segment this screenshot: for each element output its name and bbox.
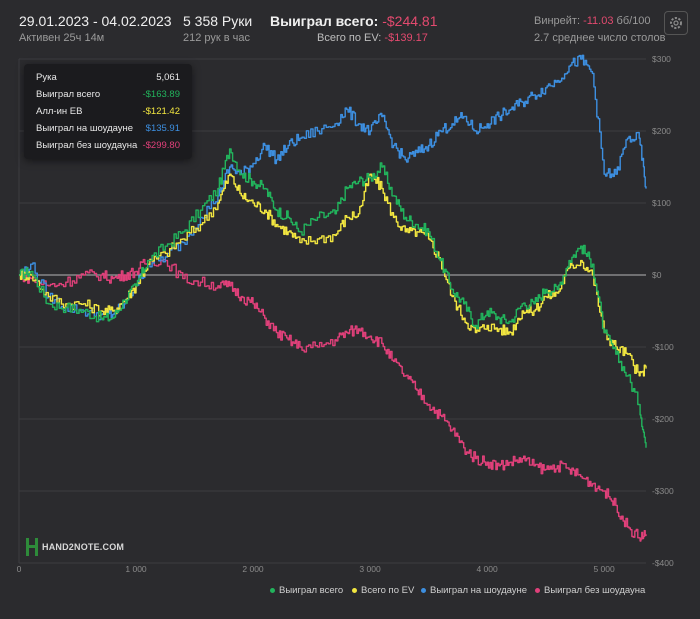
legend-label: Всего по EV (361, 585, 415, 596)
legend: Выиграл всего Всего по EV Выиграл на шоу… (0, 585, 700, 601)
legend-label: Выиграл всего (279, 585, 344, 596)
y-tick-label: -$100 (652, 342, 674, 352)
active-time: Активен 25ч 14м (19, 32, 105, 44)
legend-dot (352, 587, 357, 593)
y-tick-label: $300 (652, 54, 671, 64)
hands-count: 5 358 Руки (183, 13, 253, 29)
x-tick-label: 0 (17, 564, 22, 574)
series-line (19, 148, 647, 448)
settings-button[interactable] (664, 11, 688, 35)
y-tick-label: -$400 (652, 558, 674, 568)
x-tick-label: 2 000 (242, 564, 264, 574)
tooltip-row: Алл-ин EB -$121.42 (36, 106, 180, 120)
y-tick-label: -$200 (652, 414, 674, 424)
legend-dot (421, 587, 426, 593)
won-total-value: -$244.81 (382, 13, 438, 29)
tooltip-value: -$163.89 (142, 89, 180, 100)
y-tick-label: -$300 (652, 486, 674, 496)
hover-tooltip: Рука 5,061 Выиграл всего -$163.89 Алл-ин… (24, 64, 192, 159)
x-tick-label: 1 000 (125, 564, 147, 574)
tooltip-row: Выиграл на шоудауне $135.91 (36, 123, 180, 137)
header: 29.01.2023 - 04.02.2023 Активен 25ч 14м … (0, 0, 700, 50)
ev-value: -$139.17 (384, 32, 428, 44)
gear-icon (670, 17, 682, 29)
tooltip-label: Рука (36, 72, 57, 83)
legend-dot (535, 587, 540, 593)
tooltip-row: Выиграл без шоудауна -$299.80 (36, 140, 180, 154)
logo-icon (26, 538, 38, 556)
winrate-unit: бб/100 (616, 15, 651, 27)
tooltip-label: Выиграл всего (36, 89, 101, 100)
won-total-label: Выиграл всего: (270, 13, 379, 29)
ev-label: Всего по EV: (317, 32, 382, 44)
legend-item-non-showdown[interactable]: Выиграл без шоудауна (535, 585, 645, 596)
winrate-label: Винрейт: (534, 15, 581, 27)
date-range[interactable]: 29.01.2023 - 04.02.2023 (19, 13, 172, 29)
logo-text: HAND2NOTE.COM (42, 542, 125, 552)
tooltip-row: Рука 5,061 (36, 72, 180, 86)
tooltip-label: Выиграл на шоудауне (36, 123, 134, 134)
legend-item-won-total[interactable]: Выиграл всего (270, 585, 343, 596)
tooltip-value: -$121.42 (142, 106, 180, 117)
won-total: Выиграл всего: -$244.81 (270, 13, 438, 29)
x-tick-label: 5 000 (593, 564, 615, 574)
y-tick-label: $100 (652, 198, 671, 208)
tooltip-label: Алл-ин EB (36, 106, 83, 117)
x-tick-label: 3 000 (359, 564, 381, 574)
x-tick-label: 4 000 (476, 564, 498, 574)
legend-label: Выиграл на шоудауне (430, 585, 528, 596)
tooltip-row: Выиграл всего -$163.89 (36, 89, 180, 103)
tooltip-label: Выиграл без шоудауна (36, 140, 138, 151)
legend-item-ev[interactable]: Всего по EV (352, 585, 414, 596)
winrate-value: -11.03 (583, 15, 614, 27)
tooltip-value: 5,061 (156, 72, 180, 83)
legend-item-showdown[interactable]: Выиграл на шоудауне (421, 585, 527, 596)
legend-dot (270, 587, 275, 593)
tooltip-value: -$299.80 (142, 140, 180, 151)
tooltip-value: $135.91 (145, 123, 180, 134)
hands-per-hour: 212 рук в час (183, 32, 251, 44)
series-line (19, 258, 647, 542)
winrate: Винрейт: -11.03 бб/100 (534, 15, 651, 27)
avg-tables: 2.7 среднее число столов (534, 32, 666, 44)
y-tick-label: $200 (652, 126, 671, 136)
ev-total: Всего по EV: -$139.17 (317, 32, 428, 44)
y-tick-label: $0 (652, 270, 662, 280)
legend-label: Выиграл без шоудауна (544, 585, 646, 596)
